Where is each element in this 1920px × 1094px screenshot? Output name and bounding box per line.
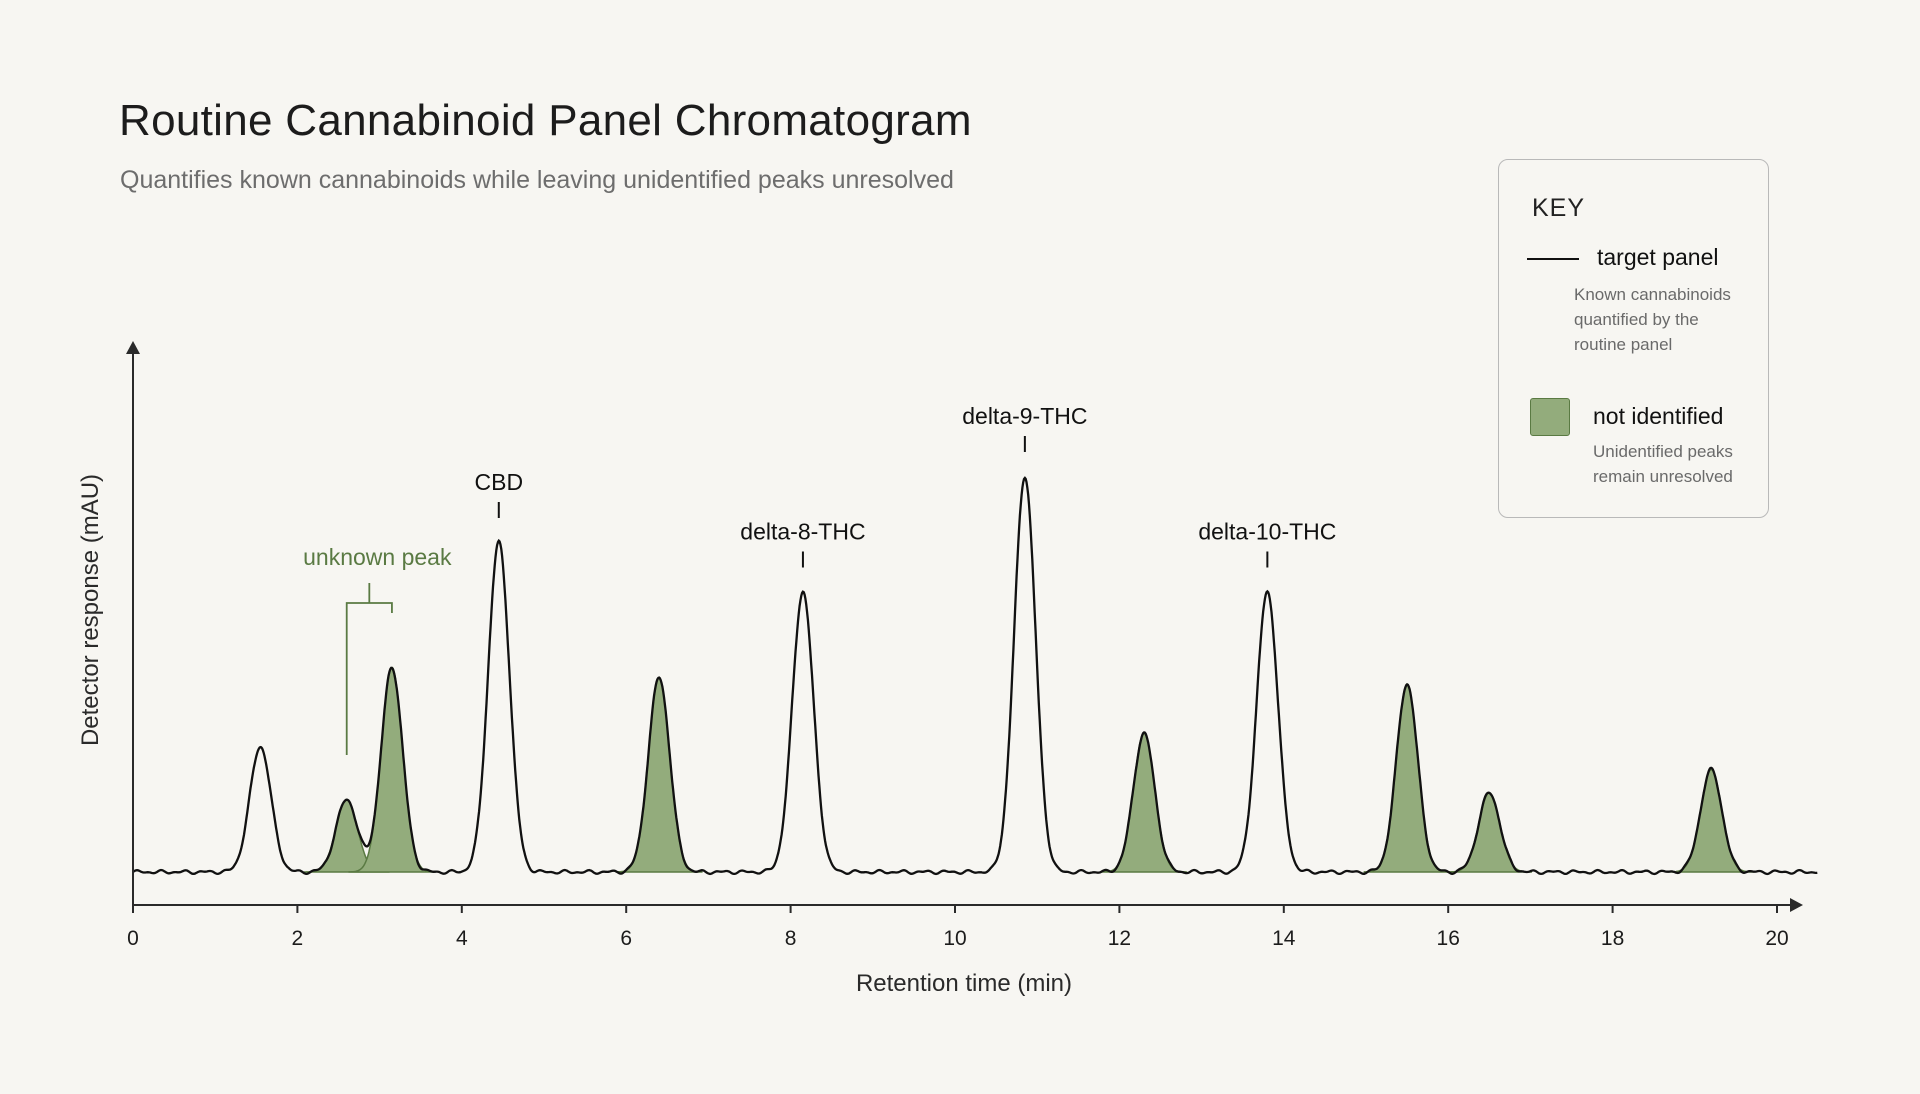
legend-line-icon [1527,258,1579,260]
unidentified-peak-4 [1363,682,1451,873]
legend-desc-target-panel: Known cannabinoids quantified by the rou… [1574,285,1731,354]
chromatogram-trace [132,476,1818,876]
legend-item-not-identified: not identified [1593,403,1724,429]
unidentified-peak-2 [615,676,703,873]
x-tick-label-2: 2 [292,927,304,950]
peak-label: delta-10-THC [1198,519,1336,545]
unknown-peak-bracket [345,583,393,755]
x-tick-label-12: 12 [1108,927,1131,950]
x-tick-label-8: 8 [785,927,797,950]
legend-desc-not-identified: Unidentified peaks remain unresolved [1593,442,1733,486]
unidentified-peak-5 [1446,792,1532,873]
legend-title: KEY [1532,194,1586,222]
x-axis-arrow [1790,898,1803,912]
y-axis-arrow [126,341,140,354]
x-tick-label-10: 10 [943,927,966,950]
legend: KEY target panel Known cannabinoids quan… [1498,159,1769,518]
unidentified-peak-3 [1101,732,1187,873]
x-tick-label-16: 16 [1437,927,1460,950]
x-tick-label-20: 20 [1765,927,1788,950]
x-tick-label-6: 6 [620,927,632,950]
peak-label: delta-9-THC [962,403,1087,429]
legend-swatch-icon [1530,398,1570,436]
x-axis-title: Retention time (min) [856,970,1072,997]
page-subtitle: Quantifies known cannabinoids while leav… [120,166,954,194]
unknown-peak-label: unknown peak [303,544,452,570]
x-tick-label-14: 14 [1272,927,1296,950]
unidentified-peak-6 [1668,768,1754,873]
page-title: Routine Cannabinoid Panel Chromatogram [119,96,972,145]
x-tick-label-4: 4 [456,927,468,950]
legend-item-target-panel: target panel [1597,244,1719,270]
peak-label: delta-8-THC [740,519,865,545]
x-tick-label-0: 0 [127,927,139,950]
y-axis-title: Detector response (mAU) [77,474,104,746]
peak-label: CBD [475,469,524,495]
x-tick-label-18: 18 [1601,927,1624,950]
